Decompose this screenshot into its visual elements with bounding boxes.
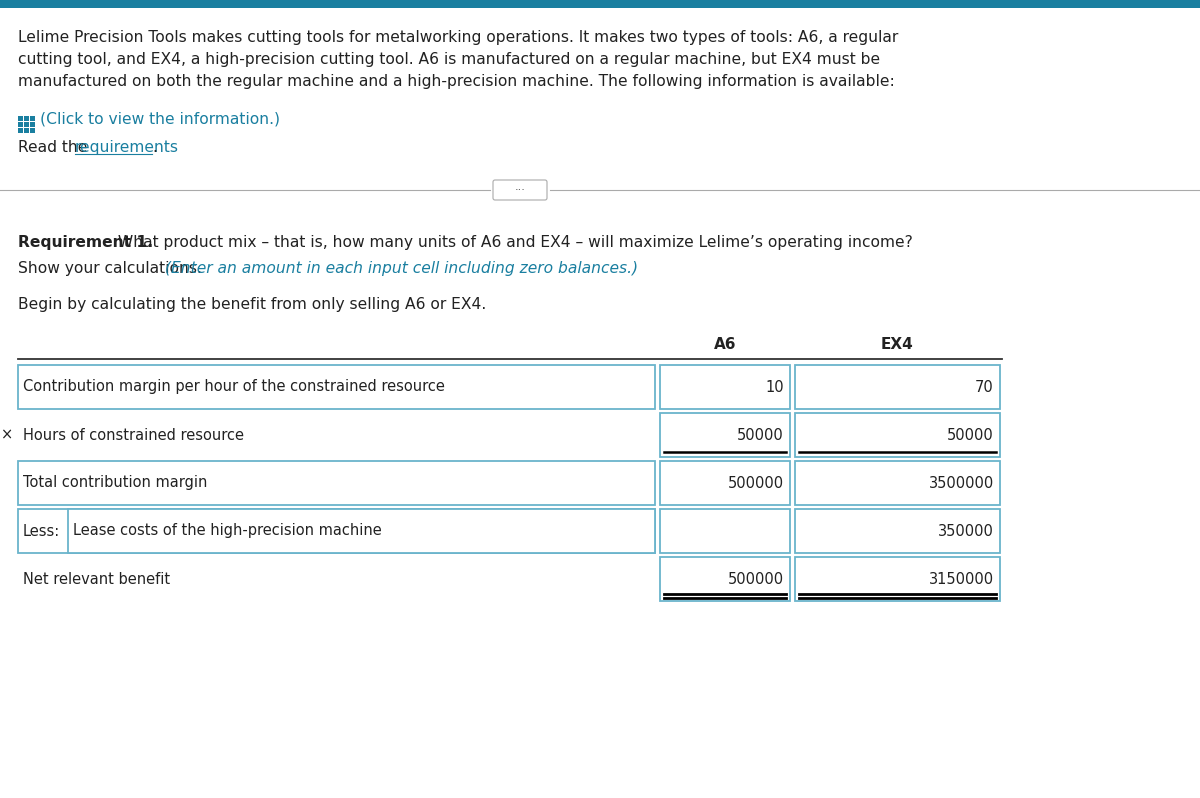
Text: Net relevant benefit: Net relevant benefit: [23, 571, 170, 587]
Text: cutting tool, and EX4, a high-precision cutting tool. A6 is manufactured on a re: cutting tool, and EX4, a high-precision …: [18, 52, 880, 67]
FancyBboxPatch shape: [24, 116, 29, 121]
Text: manufactured on both the regular machine and a high-precision machine. The follo: manufactured on both the regular machine…: [18, 74, 895, 89]
FancyBboxPatch shape: [18, 509, 655, 553]
FancyBboxPatch shape: [30, 116, 35, 121]
Text: .: .: [152, 140, 157, 155]
Text: (Click to view the information.): (Click to view the information.): [40, 112, 280, 127]
FancyBboxPatch shape: [796, 461, 1000, 505]
Text: 500000: 500000: [728, 476, 784, 491]
Text: 10: 10: [766, 380, 784, 394]
Text: Lelime Precision Tools makes cutting tools for metalworking operations. It makes: Lelime Precision Tools makes cutting too…: [18, 30, 899, 45]
Text: 50000: 50000: [947, 428, 994, 443]
Text: A6: A6: [714, 337, 737, 352]
Text: ···: ···: [515, 185, 526, 195]
FancyBboxPatch shape: [68, 509, 655, 553]
FancyBboxPatch shape: [18, 116, 23, 121]
FancyBboxPatch shape: [796, 413, 1000, 457]
Text: (Enter an amount in each input cell including zero balances.): (Enter an amount in each input cell incl…: [166, 261, 638, 276]
Text: Requirement 1.: Requirement 1.: [18, 235, 154, 250]
Text: Begin by calculating the benefit from only selling A6 or EX4.: Begin by calculating the benefit from on…: [18, 297, 486, 312]
Text: Read the: Read the: [18, 140, 92, 155]
Text: 3500000: 3500000: [929, 476, 994, 491]
Text: 350000: 350000: [938, 523, 994, 539]
Text: 70: 70: [976, 380, 994, 394]
FancyBboxPatch shape: [660, 365, 790, 409]
FancyBboxPatch shape: [493, 180, 547, 200]
FancyBboxPatch shape: [24, 128, 29, 133]
FancyBboxPatch shape: [24, 122, 29, 127]
Text: requirements: requirements: [74, 140, 179, 155]
FancyBboxPatch shape: [18, 122, 23, 127]
Text: Show your calculations.: Show your calculations.: [18, 261, 206, 276]
FancyBboxPatch shape: [660, 413, 790, 457]
FancyBboxPatch shape: [30, 122, 35, 127]
FancyBboxPatch shape: [18, 128, 23, 133]
FancyBboxPatch shape: [660, 509, 790, 553]
Text: EX4: EX4: [881, 337, 914, 352]
FancyBboxPatch shape: [30, 128, 35, 133]
Text: What product mix – that is, how many units of A6 and EX4 – will maximize Lelime’: What product mix – that is, how many uni…: [113, 235, 913, 250]
Text: 3150000: 3150000: [929, 571, 994, 587]
FancyBboxPatch shape: [18, 365, 655, 409]
FancyBboxPatch shape: [796, 509, 1000, 553]
Text: Contribution margin per hour of the constrained resource: Contribution margin per hour of the cons…: [23, 380, 445, 394]
FancyBboxPatch shape: [0, 0, 1200, 8]
FancyBboxPatch shape: [660, 557, 790, 601]
Text: Hours of constrained resource: Hours of constrained resource: [23, 428, 244, 443]
Text: Total contribution margin: Total contribution margin: [23, 476, 208, 491]
Text: ×: ×: [1, 428, 13, 443]
FancyBboxPatch shape: [18, 461, 655, 505]
FancyBboxPatch shape: [796, 557, 1000, 601]
FancyBboxPatch shape: [660, 461, 790, 505]
Text: 500000: 500000: [728, 571, 784, 587]
Text: 50000: 50000: [737, 428, 784, 443]
Text: Less:: Less:: [23, 523, 60, 539]
FancyBboxPatch shape: [796, 365, 1000, 409]
Text: Lease costs of the high-precision machine: Lease costs of the high-precision machin…: [73, 523, 382, 539]
